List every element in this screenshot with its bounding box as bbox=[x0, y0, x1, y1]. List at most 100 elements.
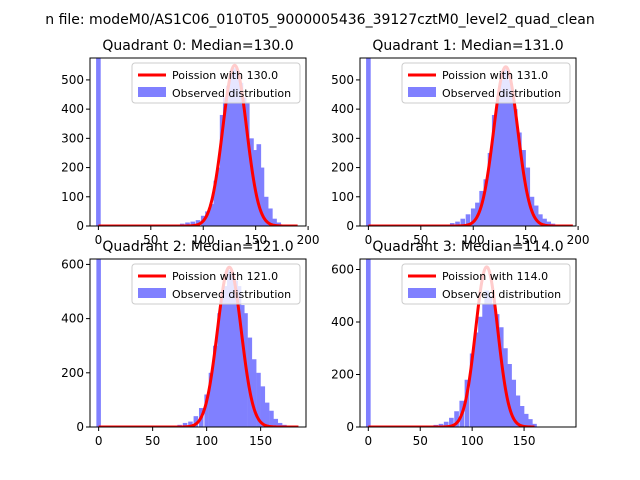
histogram-bar bbox=[256, 372, 261, 427]
y-tick-label: 400 bbox=[331, 315, 354, 329]
subplot-quadrant-1: 0 50 100 150 200 0 100 200 300 400 500 Quadrant 1: … bbox=[331, 38, 589, 247]
histogram-bar bbox=[219, 114, 225, 226]
histogram-bar bbox=[507, 364, 512, 427]
histogram-bar bbox=[240, 305, 245, 427]
subplot-title: Quadrant 0: Median=130.0 bbox=[102, 38, 293, 54]
histogram-bar bbox=[216, 167, 222, 226]
histogram-bar bbox=[96, 58, 101, 226]
histogram-bar bbox=[223, 286, 229, 427]
legend-bar-swatch bbox=[138, 288, 166, 298]
x-tick-label: 200 bbox=[567, 233, 590, 247]
legend-label-observed: Observed distribution bbox=[442, 288, 561, 301]
poisson-curve bbox=[367, 265, 536, 427]
x-tick-label: 50 bbox=[413, 233, 428, 247]
plot-area bbox=[96, 58, 299, 226]
histogram-bar bbox=[365, 259, 371, 427]
histogram-bar bbox=[469, 353, 475, 427]
histogram-bar bbox=[470, 208, 476, 226]
histogram-bar bbox=[263, 196, 269, 226]
histogram-bar bbox=[213, 345, 218, 427]
x-tick-label: 100 bbox=[192, 233, 215, 247]
y-tick-label: 300 bbox=[61, 131, 84, 145]
histogram-bar bbox=[259, 167, 265, 226]
legend-label-observed: Observed distribution bbox=[172, 87, 291, 100]
histogram-bar bbox=[217, 313, 222, 427]
subplot-quadrant-2: 0 50 100 150 0 200 400 600 Quadrant 2: Median=12… bbox=[61, 239, 307, 448]
legend-label-poisson: Poission with 121.0 bbox=[172, 270, 278, 283]
histogram-bar bbox=[532, 423, 537, 427]
histogram-bar bbox=[204, 394, 209, 427]
y-tick-label: 200 bbox=[331, 368, 354, 382]
histogram-bar bbox=[503, 68, 509, 226]
histogram-bar bbox=[235, 71, 241, 226]
histogram-bar bbox=[238, 82, 244, 226]
x-tick-label: 0 bbox=[95, 233, 103, 247]
histogram-bar bbox=[443, 421, 449, 427]
histogram-bar bbox=[538, 214, 543, 226]
histogram-bar bbox=[512, 109, 518, 226]
histogram-bar bbox=[498, 327, 504, 427]
subplot-quadrant-0: 0 50 100 150 200 0 100 200 300 400 500 Quadrant 0: … bbox=[61, 38, 319, 247]
histogram-bar bbox=[511, 379, 517, 427]
legend-bar-swatch bbox=[408, 87, 436, 97]
histogram-bar bbox=[229, 74, 234, 226]
x-tick-label: 100 bbox=[462, 233, 485, 247]
legend-bar-swatch bbox=[138, 87, 166, 97]
x-tick-label: 50 bbox=[145, 434, 160, 448]
histogram-bar bbox=[277, 422, 283, 427]
axes-frame bbox=[89, 57, 307, 227]
histogram-bar bbox=[251, 359, 257, 427]
histogram-bar bbox=[517, 132, 522, 226]
x-tick-label: 50 bbox=[413, 434, 428, 448]
histogram-bar bbox=[509, 91, 515, 226]
legend-label-observed: Observed distribution bbox=[442, 87, 561, 100]
subplot-quadrant-3: 0 50 100 150 0 200 400 600 Quadrant 3: Median=11… bbox=[331, 239, 577, 448]
histogram-bar bbox=[496, 97, 501, 226]
histogram-bar bbox=[233, 280, 239, 427]
histogram-bar bbox=[527, 419, 533, 427]
y-tick-label: 0 bbox=[346, 219, 354, 233]
y-tick-label: 0 bbox=[346, 420, 354, 434]
histogram-bar bbox=[494, 314, 500, 427]
histogram-bar bbox=[260, 386, 266, 427]
histogram-bar bbox=[269, 410, 274, 427]
x-tick-label: 0 bbox=[365, 233, 373, 247]
x-tick-label: 200 bbox=[297, 233, 320, 247]
legend-label-poisson: Poission with 114.0 bbox=[442, 270, 548, 283]
histogram-bar bbox=[188, 421, 193, 427]
poisson-curve bbox=[97, 265, 300, 427]
x-tick-label: 50 bbox=[143, 233, 158, 247]
y-tick-label: 100 bbox=[61, 190, 84, 204]
histogram-bar bbox=[533, 205, 539, 226]
histogram-bar bbox=[483, 179, 489, 226]
histogram-bar bbox=[227, 269, 232, 427]
y-tick-label: 100 bbox=[331, 190, 354, 204]
subplot-title: Quadrant 2: Median=121.0 bbox=[102, 239, 293, 255]
y-tick-label: 500 bbox=[331, 73, 354, 87]
histogram-bar bbox=[268, 208, 273, 226]
poisson-curve bbox=[367, 65, 574, 226]
x-tick-label: 150 bbox=[513, 434, 536, 448]
subplot-title: Quadrant 1: Median=131.0 bbox=[372, 38, 563, 54]
axes-frame bbox=[359, 258, 577, 428]
histogram-bar bbox=[487, 152, 493, 226]
histogram-bar bbox=[185, 222, 190, 226]
y-tick-label: 400 bbox=[61, 312, 84, 326]
histogram-bar bbox=[256, 144, 262, 226]
legend-bar-swatch bbox=[408, 288, 436, 298]
histogram-bar bbox=[241, 97, 247, 226]
histogram-bar bbox=[464, 379, 470, 427]
histogram-bar bbox=[230, 275, 235, 427]
histogram-bar bbox=[515, 395, 521, 427]
histogram-bar bbox=[236, 286, 242, 427]
histogram-bar bbox=[491, 114, 497, 226]
histogram-bar bbox=[487, 295, 493, 427]
histogram-bar bbox=[519, 406, 525, 427]
y-tick-label: 0 bbox=[76, 420, 84, 434]
y-tick-label: 400 bbox=[61, 102, 84, 116]
histogram-bar bbox=[249, 138, 254, 226]
histogram-bar bbox=[500, 79, 505, 226]
histogram-bar bbox=[542, 218, 547, 226]
histogram-bar bbox=[244, 103, 250, 226]
histogram-bar bbox=[226, 85, 231, 226]
